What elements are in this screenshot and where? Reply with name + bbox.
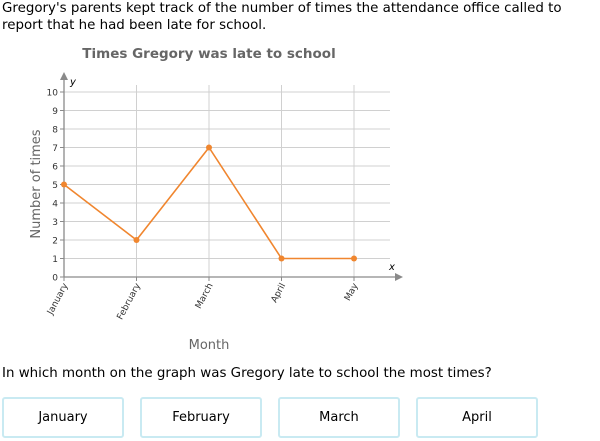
intro-text: Gregory's parents kept track of the numb… bbox=[2, 1, 562, 33]
y-axis-letter: y bbox=[69, 77, 77, 88]
data-point bbox=[133, 237, 140, 243]
data-point bbox=[206, 144, 212, 151]
y-tick-label: 7 bbox=[52, 144, 58, 154]
y-tick-label: 1 bbox=[52, 255, 58, 265]
y-tick-label: 8 bbox=[52, 126, 58, 136]
y-tick-label: 9 bbox=[52, 107, 58, 117]
choice-march-button[interactable]: March bbox=[278, 397, 400, 438]
x-tick-label: February bbox=[116, 281, 144, 322]
data-point bbox=[351, 255, 357, 262]
x-axis-letter: x bbox=[388, 262, 395, 273]
y-tick-label: 3 bbox=[52, 218, 58, 228]
y-axis-arrow bbox=[60, 72, 68, 80]
y-tick-label: 6 bbox=[52, 163, 58, 173]
choice-february-button[interactable]: February bbox=[140, 397, 262, 438]
y-tick-label: 0 bbox=[52, 274, 58, 284]
y-tick-label: 4 bbox=[52, 200, 58, 210]
x-tick-label: March bbox=[194, 282, 216, 311]
choice-april-button[interactable]: April bbox=[416, 397, 538, 438]
x-axis-label: Month bbox=[189, 338, 230, 353]
question-text: In which month on the graph was Gregory … bbox=[2, 366, 492, 381]
y-tick-label: 2 bbox=[52, 237, 58, 247]
x-tick-label: January bbox=[45, 281, 71, 317]
line-chart: Times Gregory was late to school x y 0 1 2 3 4 5… bbox=[29, 46, 403, 353]
x-tick-label: May bbox=[343, 281, 361, 303]
data-point bbox=[61, 181, 67, 188]
chart-title: Times Gregory was late to school bbox=[82, 46, 335, 62]
y-axis-label: Number of times bbox=[29, 129, 44, 238]
x-tick-label: April bbox=[270, 282, 288, 305]
y-tick-label: 10 bbox=[47, 89, 59, 99]
x-axis-arrow bbox=[395, 273, 403, 281]
data-point bbox=[278, 255, 285, 262]
choice-january-button[interactable]: January bbox=[2, 397, 124, 438]
y-tick-label: 5 bbox=[52, 181, 58, 191]
